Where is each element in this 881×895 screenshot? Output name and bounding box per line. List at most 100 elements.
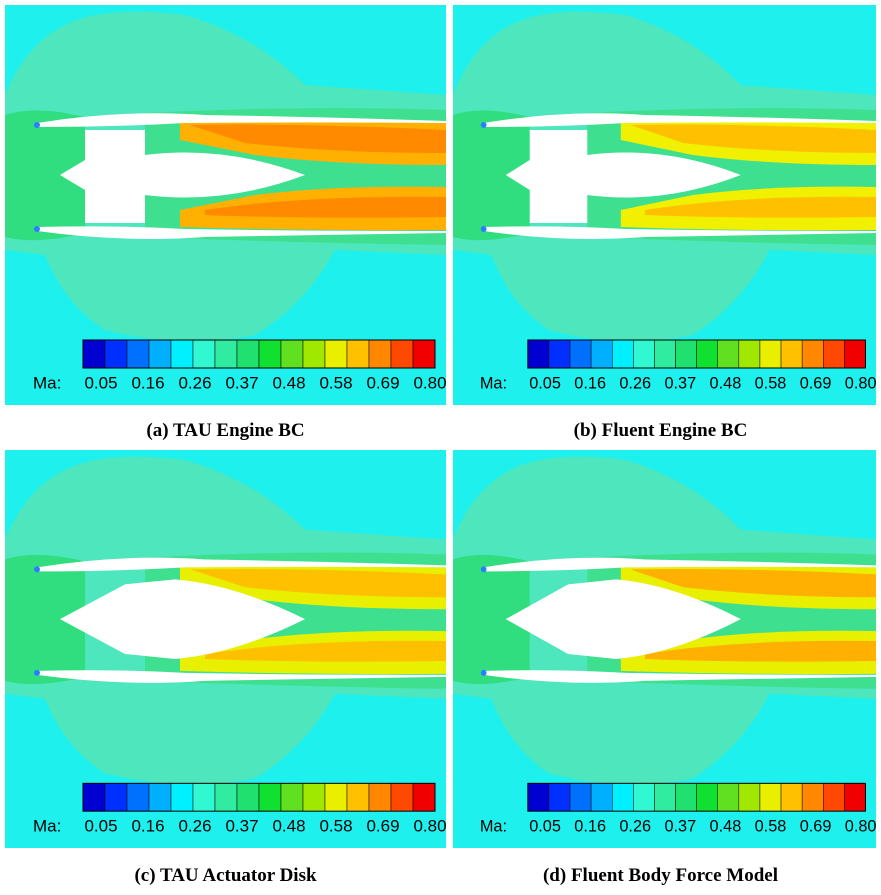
colorbar-tick-label: 0.48 — [710, 816, 742, 835]
panel-caption: (c) TAU Actuator Disk — [5, 865, 446, 887]
colorbar-swatch — [570, 783, 591, 811]
colorbar-swatch — [844, 783, 865, 811]
colorbar-tick-label: 0.37 — [664, 816, 696, 835]
colorbar-tick-label: 0.80 — [845, 816, 876, 835]
lip-marker — [34, 122, 40, 128]
colorbar-swatch — [369, 340, 391, 368]
colorbar-swatch — [303, 783, 325, 811]
colorbar-tick-label: 0.26 — [178, 373, 211, 392]
colorbar-tick-label: 0.69 — [366, 373, 399, 392]
lip-marker — [34, 226, 40, 232]
colorbar-swatch — [281, 783, 303, 811]
colorbar-swatch — [739, 340, 760, 368]
colorbar-tick-label: 0.16 — [574, 816, 606, 835]
colorbar-tick-label: 0.48 — [272, 373, 305, 392]
colorbar-swatch — [633, 783, 654, 811]
figure: Ma: 0.05 0.16 0.26 0.37 0.48 0.58 0.69 0.80 (a) T… — [0, 0, 881, 895]
colorbar-swatch — [171, 340, 193, 368]
colorbar-swatch — [718, 340, 739, 368]
colorbar-tick-label: 0.58 — [319, 817, 352, 836]
lip-marker — [481, 566, 487, 572]
colorbar-swatch — [591, 340, 612, 368]
colorbar-swatch — [528, 340, 549, 368]
colorbar-swatch — [760, 783, 781, 811]
lip-marker — [34, 670, 40, 676]
colorbar-tick-label: 0.05 — [529, 816, 561, 835]
panel-caption: (b) Fluent Engine BC — [440, 420, 881, 442]
colorbar-swatch — [823, 783, 844, 811]
colorbar-swatch — [739, 783, 760, 811]
colorbar-tick-label: 0.16 — [131, 373, 164, 392]
colorbar-tick-label: 0.69 — [366, 817, 399, 836]
lip-marker — [34, 566, 40, 572]
colorbar-tick-label: 0.37 — [225, 817, 258, 836]
colorbar-tick-label: 0.69 — [800, 373, 832, 392]
panel-caption: (a) TAU Engine BC — [5, 420, 446, 442]
colorbar-tick-label: 0.80 — [413, 373, 446, 392]
contour-panel: Ma: 0.05 0.16 0.26 0.37 0.48 0.58 0.69 0.80 — [5, 5, 446, 405]
colorbar-tick-label: 0.05 — [84, 373, 117, 392]
lip-marker — [481, 670, 487, 676]
colorbar-swatch — [633, 340, 654, 368]
colorbar-swatch — [303, 340, 325, 368]
colorbar-label: Ma: — [480, 816, 507, 835]
colorbar-swatch — [697, 783, 718, 811]
colorbar-tick-label: 0.58 — [755, 373, 787, 392]
colorbar-tick-label: 0.80 — [845, 373, 876, 392]
colorbar-swatch — [413, 783, 435, 811]
colorbar-tick-label: 0.58 — [755, 816, 787, 835]
colorbar-swatch — [612, 340, 633, 368]
colorbar-swatch — [83, 340, 105, 368]
colorbar-swatch — [528, 783, 549, 811]
colorbar-swatch — [718, 783, 739, 811]
colorbar-swatch — [781, 340, 802, 368]
colorbar-swatch — [413, 340, 435, 368]
colorbar-swatch — [654, 783, 675, 811]
colorbar-swatch — [654, 340, 675, 368]
colorbar-swatch — [823, 340, 844, 368]
colorbar-swatch — [193, 783, 215, 811]
colorbar-swatch — [149, 340, 171, 368]
colorbar-tick-label: 0.37 — [664, 373, 696, 392]
colorbar-swatch — [325, 783, 347, 811]
colorbar-tick-label: 0.05 — [84, 817, 117, 836]
colorbar-tick-label: 0.05 — [529, 373, 561, 392]
colorbar-swatch — [215, 783, 237, 811]
colorbar-swatch — [347, 340, 369, 368]
colorbar-swatch — [105, 783, 127, 811]
colorbar-swatch — [591, 783, 612, 811]
contour-panel: Ma:0.050.160.260.370.480.580.690.80 — [453, 450, 876, 848]
colorbar-swatch — [347, 783, 369, 811]
colorbar-tick-label: 0.16 — [574, 373, 606, 392]
colorbar-swatch — [697, 340, 718, 368]
colorbar-tick-label: 0.48 — [272, 817, 305, 836]
colorbar-label: Ma: — [33, 373, 61, 392]
colorbar-swatch — [127, 783, 149, 811]
colorbar-swatch — [612, 783, 633, 811]
colorbar-swatch — [105, 340, 127, 368]
colorbar-swatch — [391, 340, 413, 368]
colorbar-tick-label: 0.37 — [225, 373, 258, 392]
colorbar-swatch — [676, 340, 697, 368]
colorbar-tick-label: 0.58 — [319, 373, 352, 392]
colorbar-label: Ma: — [480, 373, 507, 392]
colorbar-label: Ma: — [33, 817, 61, 836]
colorbar-tick-label: 0.26 — [619, 816, 651, 835]
colorbar-tick-label: 0.80 — [413, 817, 446, 836]
lip-marker — [481, 226, 487, 232]
colorbar-swatch — [281, 340, 303, 368]
colorbar-tick-label: 0.48 — [710, 373, 742, 392]
colorbar-swatch — [193, 340, 215, 368]
colorbar-swatch — [676, 783, 697, 811]
colorbar-tick-label: 0.26 — [178, 817, 211, 836]
colorbar-swatch — [215, 340, 237, 368]
colorbar-swatch — [391, 783, 413, 811]
colorbar-swatch — [259, 340, 281, 368]
colorbar-swatch — [259, 783, 281, 811]
colorbar-swatch — [760, 340, 781, 368]
colorbar-swatch — [802, 340, 823, 368]
colorbar-swatch — [549, 783, 570, 811]
colorbar-swatch — [171, 783, 193, 811]
